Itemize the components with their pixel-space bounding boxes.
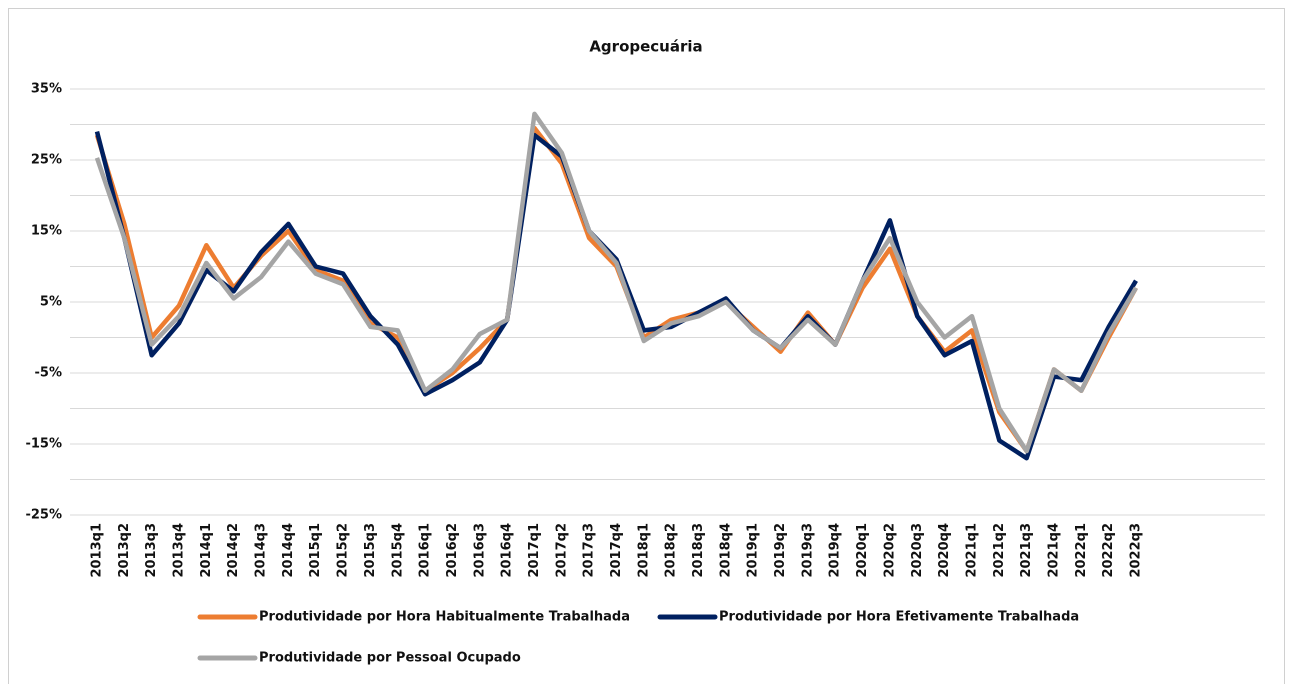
legend-label: Produtividade por Hora Efetivamente Trab… xyxy=(719,610,1079,625)
x-tick-label: 2013q4 xyxy=(172,523,187,578)
y-tick-label: 25% xyxy=(31,153,62,168)
x-tick-label: 2016q1 xyxy=(418,523,433,578)
x-tick-label: 2016q2 xyxy=(445,523,460,578)
x-tick-label: 2014q1 xyxy=(199,523,214,578)
x-tick-label: 2017q3 xyxy=(582,523,597,578)
x-tick-label: 2017q4 xyxy=(609,523,624,578)
x-tick-label: 2018q1 xyxy=(636,523,651,578)
x-tick-label: 2020q1 xyxy=(855,523,870,578)
series-line xyxy=(94,125,1138,454)
x-tick-label: 2015q4 xyxy=(390,523,405,578)
x-tick-label: 2021q1 xyxy=(964,523,979,578)
x-tick-label: 2019q3 xyxy=(800,523,815,578)
y-tick-label: 5% xyxy=(40,295,62,310)
x-tick-label: 2018q4 xyxy=(718,523,733,578)
y-tick-label: 35% xyxy=(31,82,62,97)
x-tick-label: 2022q2 xyxy=(1101,523,1116,578)
x-tick-label: 2013q3 xyxy=(144,523,159,578)
y-tick-label: -15% xyxy=(25,437,62,452)
series-line xyxy=(94,111,1138,454)
x-tick-label: 2021q3 xyxy=(1019,523,1034,578)
x-tick-label: 2014q3 xyxy=(254,523,269,578)
x-tick-label: 2020q3 xyxy=(910,523,925,578)
chart-title: Agropecuária xyxy=(589,38,702,56)
legend-label: Produtividade por Pessoal Ocupado xyxy=(259,651,521,666)
x-tick-label: 2015q2 xyxy=(336,523,351,578)
x-tick-label: 2013q1 xyxy=(90,523,105,578)
x-tick-label: 2016q4 xyxy=(500,523,515,578)
x-tick-label: 2015q3 xyxy=(363,523,378,578)
x-tick-label: 2017q2 xyxy=(554,523,569,578)
x-tick-label: 2016q3 xyxy=(472,523,487,578)
x-tick-label: 2021q2 xyxy=(992,523,1007,578)
x-tick-label: 2015q1 xyxy=(308,523,323,578)
x-tick-label: 2020q4 xyxy=(937,523,952,578)
x-tick-label: 2017q1 xyxy=(527,523,542,578)
x-tick-label: 2018q3 xyxy=(691,523,706,578)
x-tick-label: 2014q4 xyxy=(281,523,296,578)
x-tick-label: 2014q2 xyxy=(226,523,241,578)
x-tick-label: 2019q2 xyxy=(773,523,788,578)
x-tick-label: 2019q4 xyxy=(828,523,843,578)
y-tick-label: -25% xyxy=(25,508,62,523)
series-line xyxy=(94,131,1138,461)
x-tick-label: 2019q1 xyxy=(746,523,761,578)
x-tick-label: 2021q4 xyxy=(1046,523,1061,578)
x-tick-label: 2018q2 xyxy=(664,523,679,578)
x-tick-label: 2020q2 xyxy=(882,523,897,578)
legend-label: Produtividade por Hora Habitualmente Tra… xyxy=(259,610,630,625)
chart-border xyxy=(8,8,1285,684)
y-tick-label: 15% xyxy=(31,224,62,239)
x-tick-label: 2022q3 xyxy=(1129,523,1144,578)
x-tick-label: 2022q1 xyxy=(1074,523,1089,578)
x-tick-label: 2013q2 xyxy=(117,523,132,578)
y-tick-label: -5% xyxy=(35,366,62,381)
